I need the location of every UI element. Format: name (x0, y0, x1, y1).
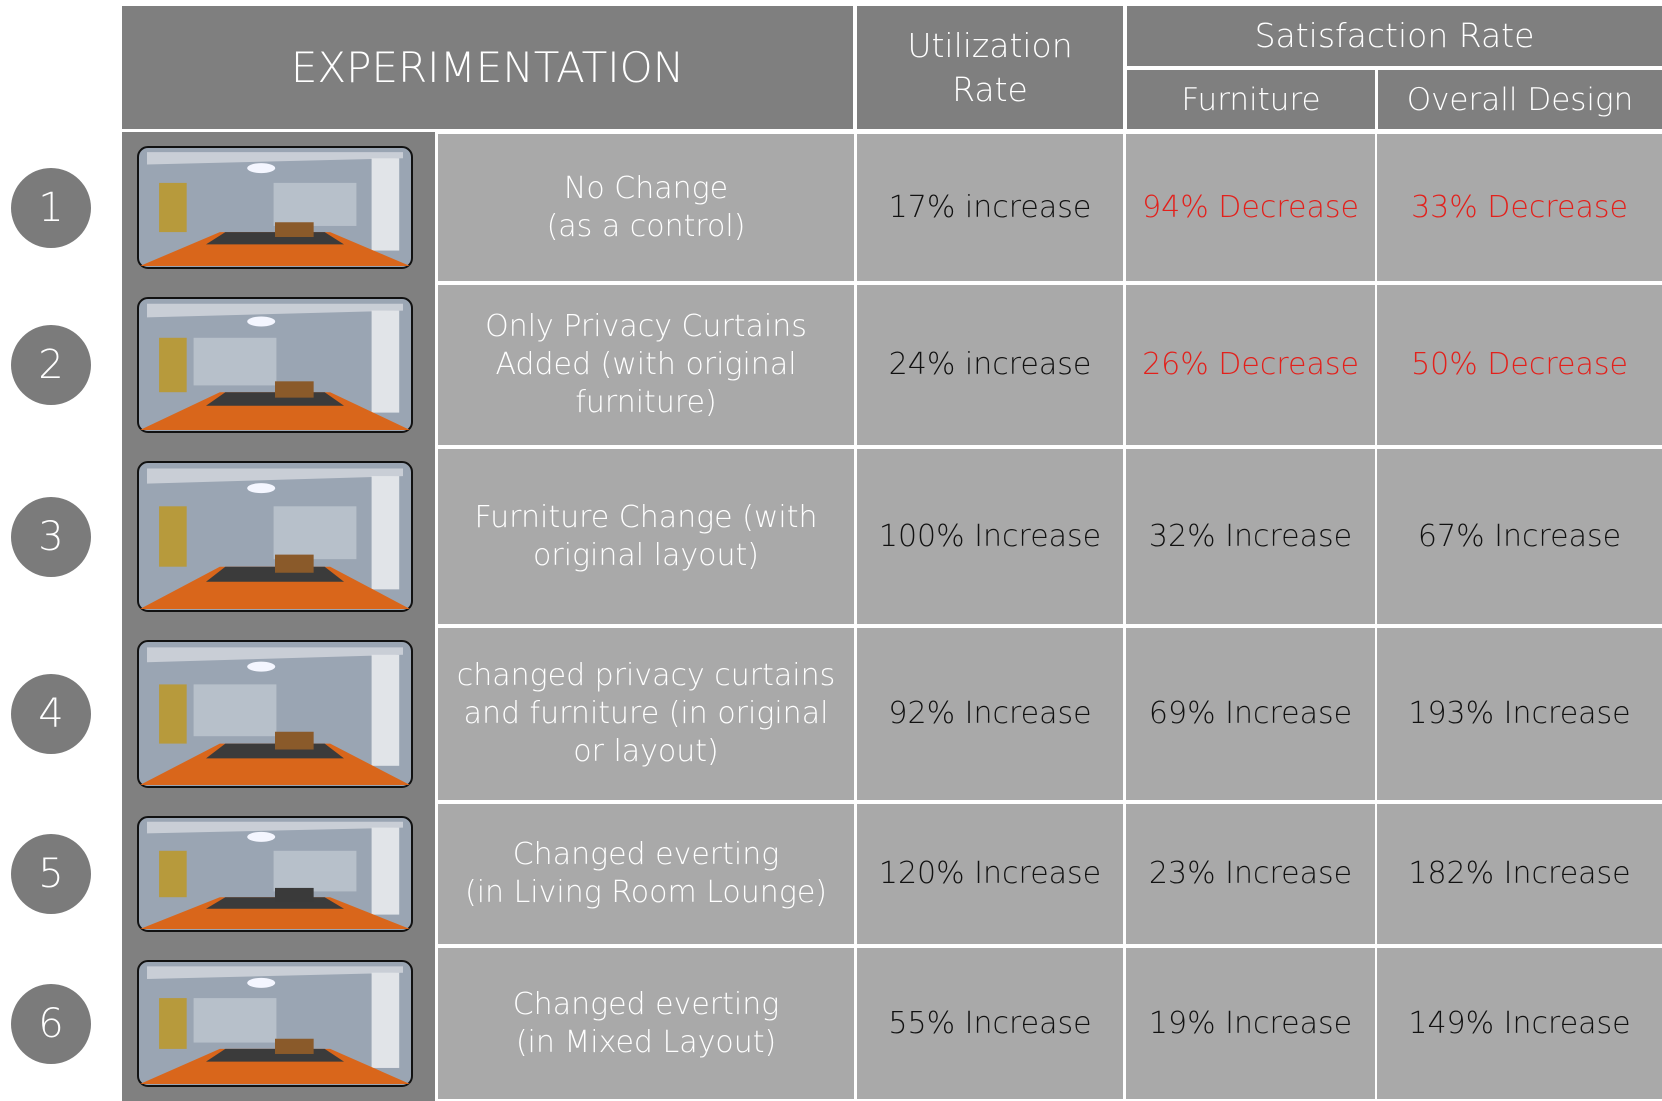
overall-value: 33% Decrease (1411, 189, 1628, 225)
overall-cell: 50% Decrease (1377, 285, 1662, 445)
header-utilization: Utilization Rate (857, 6, 1123, 129)
header-overall: Overall Design (1378, 70, 1662, 129)
furniture-value: 32% Increase (1148, 518, 1353, 554)
overall-value: 182% Increase (1408, 856, 1631, 891)
overall-value: 193% Increase (1408, 696, 1631, 731)
description-cell: No Change (as a control) (438, 134, 854, 281)
description-line: Furniture Change (with (474, 499, 818, 535)
overall-value: 50% Decrease (1411, 347, 1628, 382)
furniture-value: 26% Decrease (1142, 347, 1359, 382)
description-line: Changed everting (512, 986, 780, 1022)
overall-cell: 193% Increase (1377, 628, 1662, 800)
header-text: Furniture (1181, 81, 1321, 118)
header-text: Overall Design (1406, 81, 1634, 118)
utilization-cell: 120% Increase (857, 804, 1123, 944)
description-line: Added (with original (495, 347, 797, 382)
header-satisfaction: Satisfaction Rate (1127, 6, 1662, 66)
description-line: (as a control) (546, 208, 746, 244)
furniture-value: 94% Decrease (1142, 189, 1359, 225)
furniture-cell: 94% Decrease (1126, 134, 1375, 281)
row-number: 1 (11, 167, 91, 248)
description-line: No Change (563, 170, 729, 206)
overall-cell: 149% Increase (1377, 948, 1662, 1099)
utilization-value: 100% Increase (878, 518, 1102, 554)
header-text: Rate (952, 69, 1028, 109)
row-number: 2 (11, 325, 91, 405)
row-number: 5 (11, 834, 91, 914)
overall-cell: 67% Increase (1377, 449, 1662, 624)
row-number: 4 (11, 674, 91, 754)
description-line: furniture) (575, 385, 717, 420)
furniture-cell: 26% Decrease (1126, 285, 1375, 445)
description-cell: Changed everting (in Living Room Lounge) (438, 804, 854, 944)
utilization-cell: 55% Increase (857, 948, 1123, 1099)
utilization-cell: 24% increase (857, 285, 1123, 445)
description-cell: Furniture Change (with original layout) (438, 449, 854, 624)
room-photo (137, 960, 413, 1087)
header-experimentation: EXPERIMENTATION (122, 6, 853, 129)
description-line: or layout) (573, 734, 719, 769)
description-line: original layout) (533, 537, 759, 573)
description-line: (in Mixed Layout) (515, 1024, 777, 1060)
description-line: and furniture (in original (463, 696, 829, 731)
furniture-value: 69% Increase (1148, 696, 1353, 731)
overall-cell: 33% Decrease (1377, 134, 1662, 281)
description-line: Only Privacy Curtains (485, 309, 807, 344)
furniture-cell: 23% Increase (1126, 804, 1375, 944)
utilization-value: 17% increase (888, 189, 1092, 225)
header-text: EXPERIMENTATION (290, 42, 685, 92)
furniture-cell: 19% Increase (1126, 948, 1375, 1099)
utilization-value: 55% Increase (888, 1005, 1092, 1041)
row-number: 6 (11, 983, 91, 1064)
room-photo (137, 640, 413, 788)
furniture-value: 19% Increase (1148, 1005, 1353, 1041)
room-photo (137, 146, 413, 269)
room-photo (137, 297, 413, 433)
description-cell: changed privacy curtains and furniture (i… (438, 628, 854, 800)
utilization-cell: 100% Increase (857, 449, 1123, 624)
header-text: Utilization (907, 25, 1073, 65)
room-photo (137, 461, 413, 612)
description-line: changed privacy curtains (456, 658, 836, 693)
row-number: 3 (11, 496, 91, 577)
overall-value: 149% Increase (1408, 1005, 1631, 1041)
furniture-cell: 69% Increase (1126, 628, 1375, 800)
header-text: Satisfaction Rate (1254, 16, 1535, 55)
utilization-cell: 17% increase (857, 134, 1123, 281)
utilization-value: 120% Increase (878, 856, 1102, 891)
room-photo (137, 816, 413, 932)
description-line: (in Living Room Lounge) (465, 875, 827, 910)
overall-value: 67% Increase (1417, 518, 1622, 554)
description-cell: Only Privacy Curtains Added (with origina… (438, 285, 854, 445)
furniture-value: 23% Increase (1148, 856, 1353, 891)
description-cell: Changed everting (in Mixed Layout) (438, 948, 854, 1099)
header-furniture: Furniture (1127, 70, 1375, 129)
utilization-cell: 92% Increase (857, 628, 1123, 800)
furniture-cell: 32% Increase (1126, 449, 1375, 624)
utilization-value: 24% increase (888, 347, 1092, 382)
utilization-value: 92% Increase (888, 696, 1092, 731)
description-line: Changed everting (512, 837, 780, 872)
overall-cell: 182% Increase (1377, 804, 1662, 944)
